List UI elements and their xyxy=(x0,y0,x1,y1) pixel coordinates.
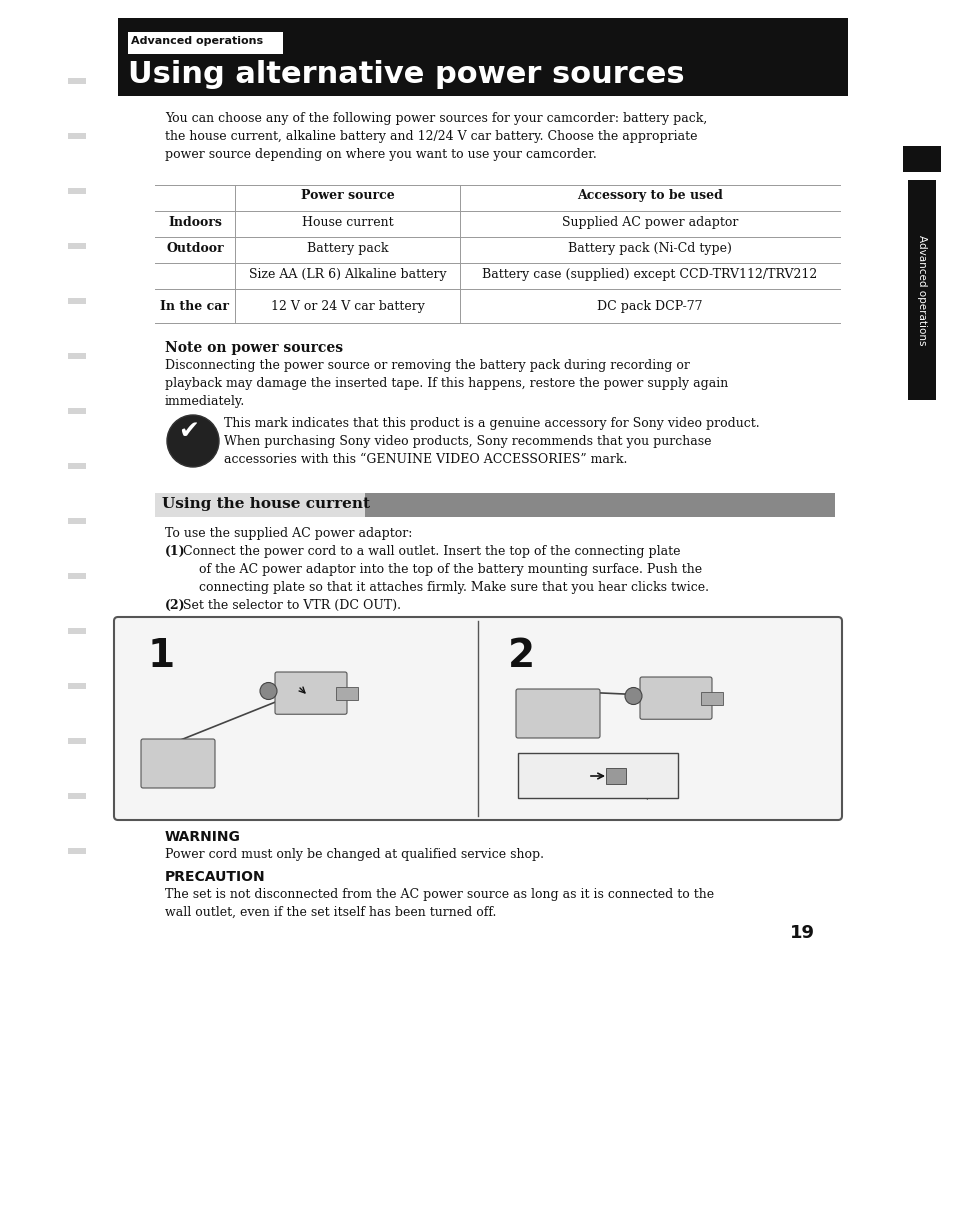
Bar xyxy=(902,146,940,172)
Text: 19: 19 xyxy=(789,923,814,942)
Text: WARNING: WARNING xyxy=(165,830,240,844)
Text: Set the selector to VTR (DC OUT).: Set the selector to VTR (DC OUT). xyxy=(183,599,400,612)
Bar xyxy=(68,738,86,744)
Text: Using alternative power sources: Using alternative power sources xyxy=(128,60,684,88)
FancyBboxPatch shape xyxy=(274,672,347,715)
Bar xyxy=(68,133,86,139)
Bar xyxy=(68,463,86,469)
Text: Using the house current: Using the house current xyxy=(162,497,370,511)
Bar xyxy=(68,408,86,414)
Ellipse shape xyxy=(260,683,276,700)
Text: 12 V or 24 V car battery: 12 V or 24 V car battery xyxy=(271,300,424,312)
Bar xyxy=(154,492,365,517)
Bar xyxy=(68,79,86,84)
Text: ✔: ✔ xyxy=(178,419,199,443)
FancyBboxPatch shape xyxy=(141,739,214,788)
Text: You can choose any of the following power sources for your camcorder: battery pa: You can choose any of the following powe… xyxy=(165,112,706,161)
Bar xyxy=(68,628,86,634)
Bar xyxy=(68,573,86,578)
FancyBboxPatch shape xyxy=(516,689,599,738)
Text: DC pack DCP-77: DC pack DCP-77 xyxy=(597,300,702,312)
Text: Size AA (LR 6) Alkaline battery: Size AA (LR 6) Alkaline battery xyxy=(249,268,446,280)
Text: Disconnecting the power source or removing the battery pack during recording or
: Disconnecting the power source or removi… xyxy=(165,359,727,408)
Text: VTR/DC OUT: VTR/DC OUT xyxy=(633,795,676,799)
Bar xyxy=(68,518,86,524)
Text: Accessory to be used: Accessory to be used xyxy=(577,189,722,201)
Bar xyxy=(128,32,283,54)
Bar xyxy=(605,768,625,783)
Bar xyxy=(907,181,935,400)
Bar xyxy=(68,298,86,305)
Text: Power cord must only be changed at qualified service shop.: Power cord must only be changed at quali… xyxy=(165,849,543,861)
Text: 1: 1 xyxy=(148,637,175,675)
Text: The set is not disconnected from the AC power source as long as it is connected : The set is not disconnected from the AC … xyxy=(165,888,714,919)
Text: POWER: POWER xyxy=(527,795,553,799)
Bar xyxy=(68,793,86,799)
Text: Battery pack (Ni-Cd type): Battery pack (Ni-Cd type) xyxy=(567,242,731,254)
FancyBboxPatch shape xyxy=(639,677,711,720)
Text: PRECAUTION: PRECAUTION xyxy=(165,869,265,884)
Bar xyxy=(68,849,86,853)
Text: (1): (1) xyxy=(165,545,186,558)
Ellipse shape xyxy=(624,688,641,705)
Text: Power source: Power source xyxy=(300,189,394,201)
Bar xyxy=(68,188,86,194)
Bar xyxy=(68,683,86,689)
Text: (2): (2) xyxy=(165,599,186,612)
Text: In the car: In the car xyxy=(160,300,230,312)
FancyBboxPatch shape xyxy=(113,616,841,820)
Text: Note on power sources: Note on power sources xyxy=(165,341,343,355)
Text: Indoors: Indoors xyxy=(168,215,222,228)
Text: Battery case (supplied) except CCD-TRV112/TRV212: Battery case (supplied) except CCD-TRV11… xyxy=(482,268,817,280)
Text: Advanced operations: Advanced operations xyxy=(131,36,263,45)
Text: Supplied AC power adaptor: Supplied AC power adaptor xyxy=(561,215,738,228)
Bar xyxy=(118,18,847,96)
Bar xyxy=(517,753,678,798)
Bar xyxy=(700,691,722,705)
Text: 2: 2 xyxy=(507,637,535,675)
Text: Outdoor: Outdoor xyxy=(166,242,224,254)
Text: Advanced operations: Advanced operations xyxy=(916,235,926,345)
Bar xyxy=(336,686,357,700)
Text: Connect the power cord to a wall outlet. Insert the top of the connecting plate
: Connect the power cord to a wall outlet.… xyxy=(183,545,708,594)
Bar xyxy=(68,243,86,249)
Text: To use the supplied AC power adaptor:: To use the supplied AC power adaptor: xyxy=(165,527,412,540)
Ellipse shape xyxy=(167,415,219,467)
Text: This mark indicates that this product is a genuine accessory for Sony video prod: This mark indicates that this product is… xyxy=(224,418,759,465)
Bar xyxy=(68,352,86,359)
Text: House current: House current xyxy=(301,215,393,228)
Text: Battery pack: Battery pack xyxy=(307,242,388,254)
Bar xyxy=(154,492,834,517)
